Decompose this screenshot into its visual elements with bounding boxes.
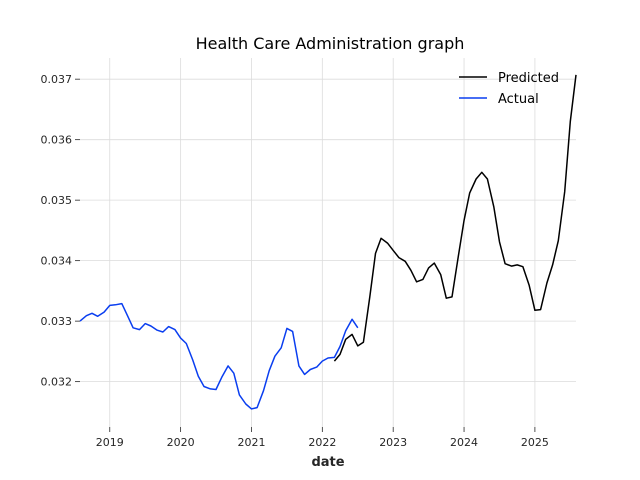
x-axis-label: date xyxy=(311,455,344,470)
y-tick-label: 0.037 xyxy=(41,73,73,86)
legend-label-predicted: Predicted xyxy=(498,71,559,86)
x-tick-label: 2019 xyxy=(96,436,124,449)
series-line-predicted xyxy=(333,74,577,362)
series-lines xyxy=(79,74,577,410)
y-tick-label: 0.034 xyxy=(41,255,73,268)
grid xyxy=(80,58,576,427)
x-tick-label: 2023 xyxy=(379,436,407,449)
legend-label-actual: Actual xyxy=(498,92,539,107)
axis-ticks: 2019 2020 2021 2022 2023 2024 2025 0.032 0.033 0.… xyxy=(41,73,549,449)
y-tick-label: 0.035 xyxy=(41,194,73,207)
series-line-actual xyxy=(79,302,359,410)
y-tick-label: 0.033 xyxy=(41,315,73,328)
y-tick-label: 0.032 xyxy=(41,376,73,389)
x-tick-label: 2022 xyxy=(308,436,336,449)
x-tick-label: 2025 xyxy=(521,436,549,449)
y-tick-label: 0.036 xyxy=(41,134,73,147)
x-tick-label: 2021 xyxy=(237,436,265,449)
x-tick-label: 2024 xyxy=(450,436,478,449)
legend: Predicted Actual xyxy=(459,71,559,107)
chart-title: Health Care Administration graph xyxy=(196,34,465,53)
x-tick-label: 2020 xyxy=(167,436,195,449)
